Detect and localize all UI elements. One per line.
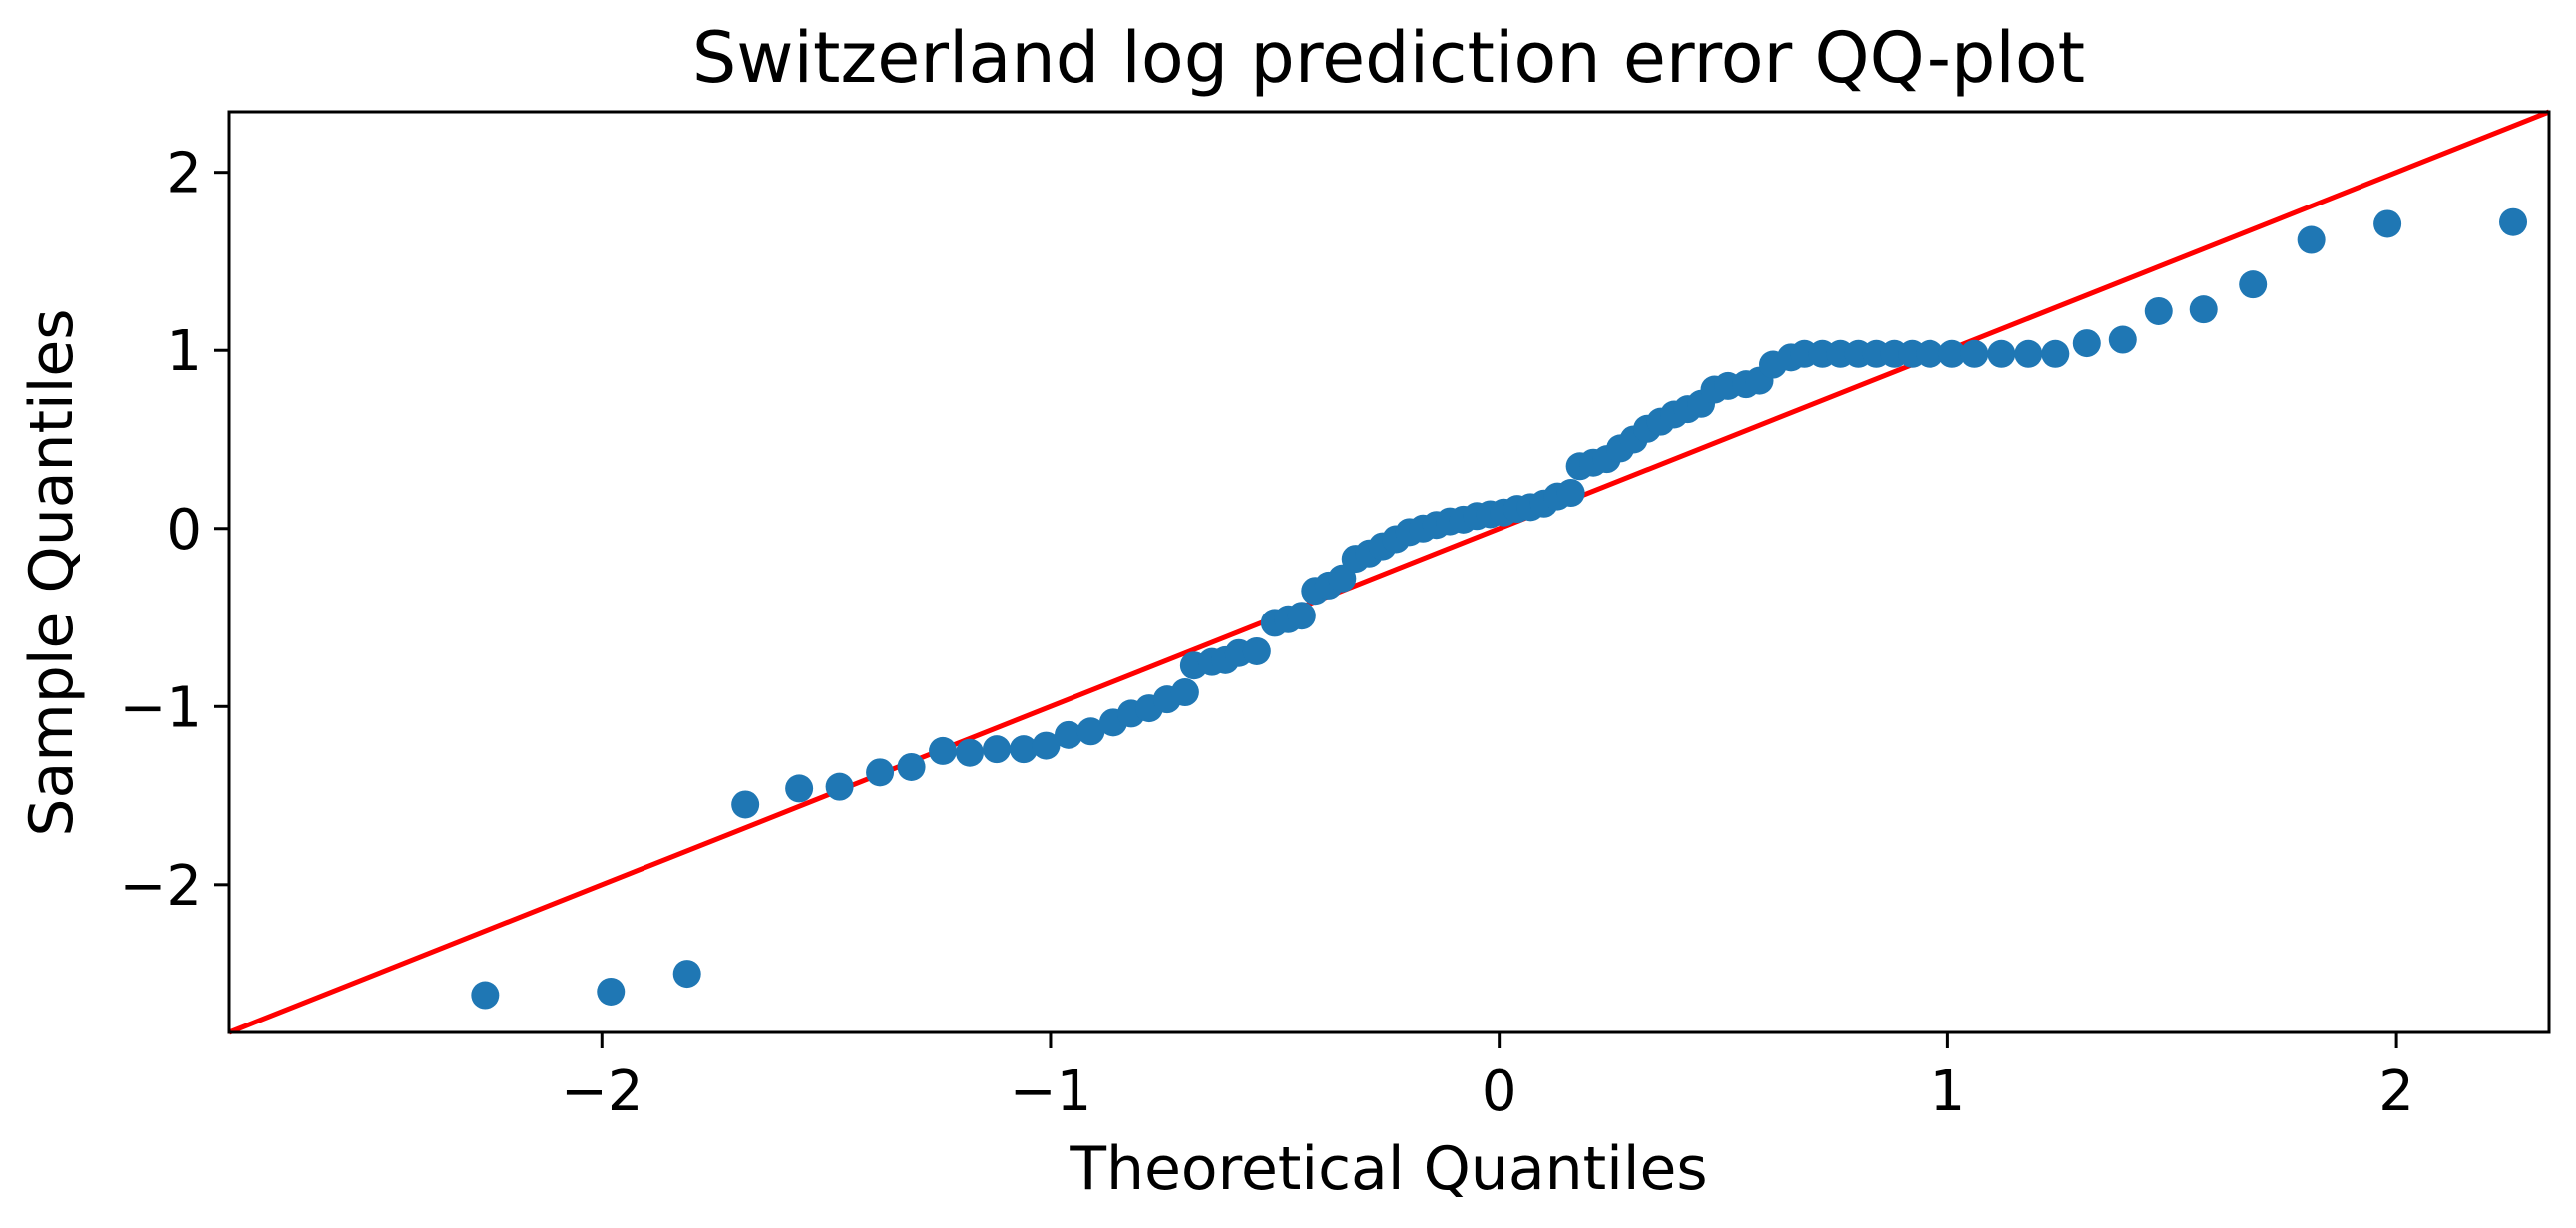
data-point xyxy=(1916,339,1944,368)
data-points xyxy=(471,207,2528,1010)
data-point xyxy=(2297,225,2326,254)
data-point xyxy=(2014,339,2043,368)
data-point xyxy=(956,738,985,767)
data-point xyxy=(471,981,500,1010)
data-point xyxy=(825,772,854,801)
data-point xyxy=(2499,207,2528,236)
data-point xyxy=(2108,325,2137,354)
data-point xyxy=(866,758,895,787)
plot-frame xyxy=(227,110,2551,1034)
data-point xyxy=(1328,564,1357,593)
data-point xyxy=(785,774,814,803)
x-tick-label: 1 xyxy=(1931,1059,1966,1124)
data-point xyxy=(1242,636,1271,665)
data-point xyxy=(1960,339,1989,368)
data-point xyxy=(731,790,760,819)
y-axis-label: Sample Quantiles xyxy=(17,308,87,836)
y-axis-ticks: −2 −1 0 1 2 xyxy=(119,142,229,919)
data-point xyxy=(1170,678,1199,707)
x-tick-label: 2 xyxy=(2378,1059,2414,1124)
x-axis-label: Theoretical Quantiles xyxy=(1069,1134,1707,1204)
data-point xyxy=(1937,339,1966,368)
y-tick-label: −2 xyxy=(119,854,202,919)
y-tick-label: 0 xyxy=(166,498,202,563)
data-point xyxy=(2072,329,2101,358)
data-point xyxy=(1287,602,1316,630)
data-point xyxy=(2373,209,2402,238)
y-tick-label: −1 xyxy=(119,675,202,740)
data-point xyxy=(597,977,626,1006)
data-point xyxy=(2189,295,2218,324)
data-point xyxy=(1032,731,1061,760)
x-tick-label: −1 xyxy=(1010,1059,1092,1124)
data-point xyxy=(2041,339,2070,368)
data-point xyxy=(1987,339,2016,368)
data-point xyxy=(2144,296,2173,325)
data-point xyxy=(897,752,926,781)
x-tick-label: 0 xyxy=(1482,1059,1517,1124)
data-point xyxy=(1076,717,1105,746)
reference-line xyxy=(228,109,2550,1035)
data-point xyxy=(1009,735,1038,764)
data-point xyxy=(1556,479,1585,508)
chart-title: Switzerland log prediction error QQ-plot xyxy=(692,17,2085,99)
y-tick-label: 1 xyxy=(166,319,202,384)
data-point xyxy=(1054,720,1082,749)
x-tick-label: −2 xyxy=(561,1059,644,1124)
data-point xyxy=(983,735,1012,764)
y-tick-label: 2 xyxy=(166,142,202,206)
x-axis-ticks: −2 −1 0 1 2 xyxy=(561,1032,2414,1124)
data-point xyxy=(672,960,701,989)
data-point xyxy=(2239,270,2268,299)
data-point xyxy=(929,736,958,765)
